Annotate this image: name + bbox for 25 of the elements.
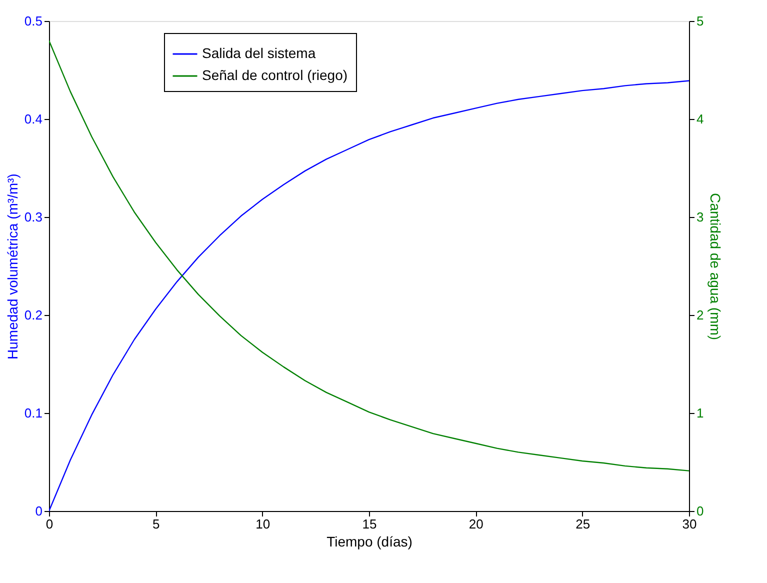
y2-tick-label: 4	[696, 112, 704, 126]
y-tick-label: 0.1	[24, 406, 42, 420]
y-tick-label: 0.4	[24, 112, 42, 126]
y2-tick-label: 1	[696, 406, 704, 420]
x-tick-label: 20	[468, 516, 484, 532]
x-tick-label: 30	[682, 516, 697, 532]
y-tick-label: 0	[35, 504, 42, 518]
y-tick-label: 0.3	[24, 210, 42, 224]
x-tick-label: 15	[362, 516, 377, 532]
y2-tick-label: 5	[696, 14, 704, 28]
y2-tick-label: 3	[696, 210, 704, 224]
legend-label: Señal de control (riego)	[202, 67, 348, 83]
x-tick-label: 5	[152, 516, 160, 532]
legend-label: Salida del sistema	[202, 45, 316, 61]
line-series	[49, 40, 689, 472]
y2-tick-label: 0	[696, 504, 704, 518]
x-tick-label: 25	[576, 516, 590, 532]
y2-axis-title: Cantidad de agua (mm)	[708, 192, 724, 340]
y-tick-label: 0.2	[24, 308, 42, 322]
y-axis-title: Humedad volumétrica (m³/m³)	[4, 174, 20, 360]
x-tick-label: 10	[256, 516, 270, 532]
x-axis-title: Tiempo (días)	[326, 534, 412, 550]
x-tick-label: 0	[46, 516, 54, 532]
y2-tick-label: 2	[696, 308, 704, 322]
y-tick-label: 0.5	[24, 14, 42, 28]
